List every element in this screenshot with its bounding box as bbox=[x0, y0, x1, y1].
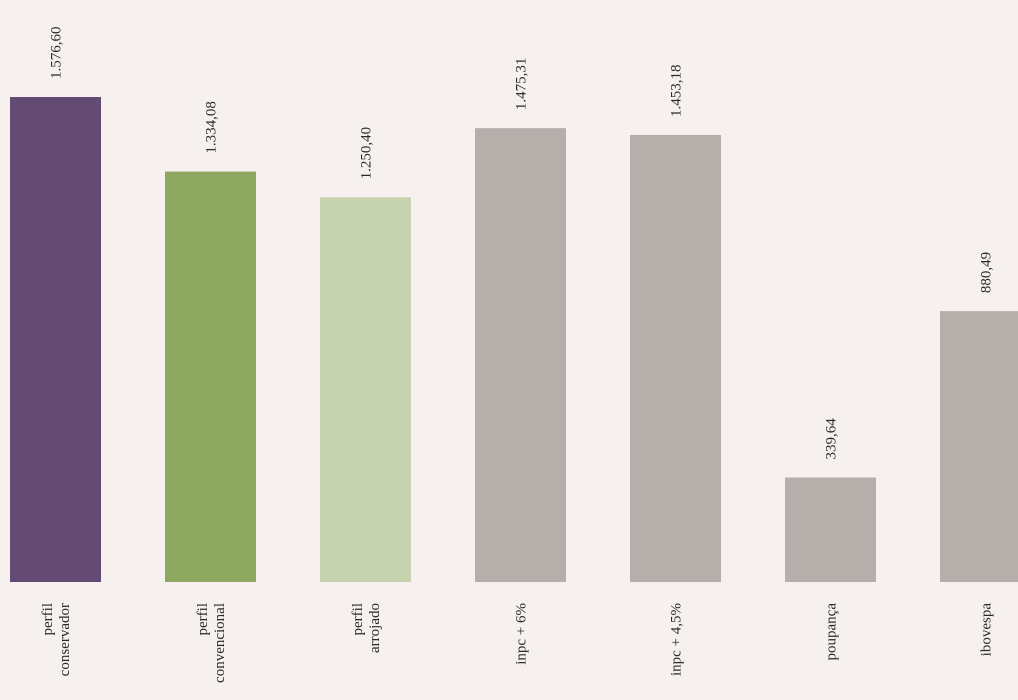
category-label-line: perfil bbox=[195, 603, 211, 635]
category-label-2: perfilarrojado bbox=[350, 603, 383, 653]
category-labels-group: perfilconservador perfilconvencional perfi… bbox=[40, 603, 995, 683]
bar-4 bbox=[630, 134, 721, 582]
bar-2 bbox=[320, 197, 411, 582]
bar-1 bbox=[165, 171, 256, 582]
category-label-line: perfil bbox=[40, 603, 56, 635]
category-label-line: poupança bbox=[824, 603, 840, 661]
value-label-2: 1.250,40 bbox=[359, 127, 375, 180]
category-label-line: conservador bbox=[57, 603, 73, 676]
bar-3 bbox=[475, 128, 566, 582]
value-label-1: 1.334,08 bbox=[204, 101, 220, 154]
category-label-0: perfilconservador bbox=[40, 603, 73, 676]
category-label-1: perfilconvencional bbox=[195, 603, 228, 683]
value-label-6: 880,49 bbox=[979, 252, 995, 293]
category-label-line: inpc + 4,5% bbox=[669, 603, 685, 676]
category-label-line: ibovespa bbox=[979, 603, 995, 657]
category-label-5: poupança bbox=[824, 603, 840, 661]
value-label-3: 1.475,31 bbox=[514, 58, 530, 111]
category-label-4: inpc + 4,5% bbox=[669, 603, 685, 676]
category-label-6: ibovespa bbox=[979, 603, 995, 657]
value-label-5: 339,64 bbox=[824, 418, 840, 460]
category-label-3: inpc + 6% bbox=[514, 603, 530, 665]
bar-6 bbox=[940, 311, 1018, 582]
value-label-0: 1.576,60 bbox=[49, 27, 65, 80]
bars-group bbox=[10, 97, 1018, 582]
category-label-line: perfil bbox=[350, 603, 366, 635]
category-label-line: inpc + 6% bbox=[514, 603, 530, 665]
bar-5 bbox=[785, 477, 876, 582]
value-label-4: 1.453,18 bbox=[669, 64, 685, 117]
category-label-line: convencional bbox=[212, 603, 228, 683]
bar-0 bbox=[10, 97, 101, 582]
value-labels-group: 1.576,60 1.334,08 1.250,40 1.475,31 1.453,18… bbox=[49, 27, 995, 460]
category-label-line: arrojado bbox=[367, 603, 383, 653]
